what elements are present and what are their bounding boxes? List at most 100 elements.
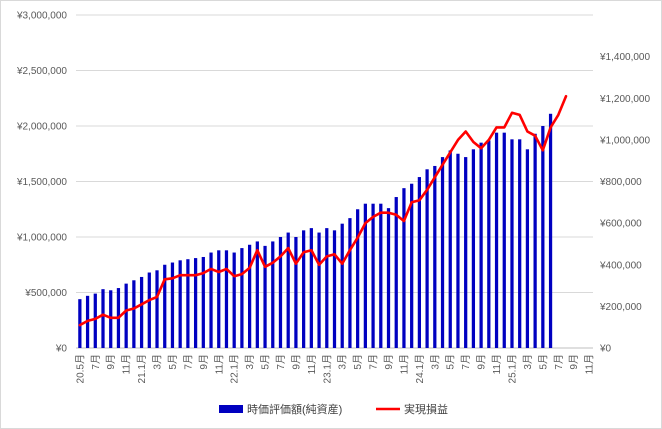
right-axis-tick-label: ¥1,400,000 <box>599 52 650 63</box>
bar-net-assets <box>510 139 514 348</box>
bar-net-assets <box>232 252 236 348</box>
x-axis-tick-label: 3月 <box>522 354 534 370</box>
bar-net-assets <box>209 252 213 348</box>
x-axis-tick-label: 24.1月 <box>414 354 426 383</box>
bar-net-assets <box>402 188 406 348</box>
x-axis-tick-label: 11月 <box>213 354 225 374</box>
right-axis-tick-label: ¥600,000 <box>599 219 642 230</box>
bar-net-assets <box>487 140 491 348</box>
x-axis-tick-label: 5月 <box>167 354 179 370</box>
x-axis-tick-label: 11月 <box>491 354 503 374</box>
bar-net-assets <box>317 232 321 348</box>
bar-net-assets <box>178 260 182 348</box>
bar-net-assets <box>255 241 259 348</box>
x-axis-tick-label: 7月 <box>90 354 102 370</box>
bar-net-assets <box>124 283 128 348</box>
x-axis-tick-label: 11月 <box>306 354 318 374</box>
bar-net-assets <box>433 165 437 348</box>
bar-net-assets <box>332 230 337 348</box>
bar-net-assets <box>464 157 468 348</box>
bar-net-assets <box>440 157 445 348</box>
x-axis-tick-label: 3月 <box>152 354 164 370</box>
x-axis-tick-label: 5月 <box>260 354 272 370</box>
bar-net-assets <box>217 250 221 348</box>
bar-net-assets <box>78 299 82 348</box>
right-axis-tick-label: ¥1,000,000 <box>599 135 650 146</box>
right-axis-tick-label: ¥800,000 <box>599 177 642 188</box>
bar-net-assets <box>201 256 205 348</box>
bar-net-assets <box>247 244 252 348</box>
bar-net-assets <box>518 139 522 348</box>
left-axis-tick-label: ¥500,000 <box>24 288 67 299</box>
x-axis-tick-label: 7月 <box>182 354 194 370</box>
bar-net-assets <box>425 169 429 348</box>
bar-net-assets <box>410 183 414 348</box>
bar-net-assets <box>371 203 375 348</box>
x-axis-tick-label: 3月 <box>244 354 256 370</box>
legend-label-net-assets: 時価評価額(純資産) <box>247 402 342 416</box>
bar-net-assets <box>356 209 360 348</box>
legend-bar-swatch <box>219 405 243 413</box>
left-axis-tick-label: ¥1,500,000 <box>16 177 67 188</box>
left-axis-tick-label: ¥2,000,000 <box>16 122 67 133</box>
bar-net-assets <box>278 237 283 348</box>
bar-net-assets <box>448 150 452 348</box>
bar-net-assets <box>101 289 105 348</box>
left-axis-tick-label: ¥0 <box>55 344 68 355</box>
x-axis-tick-label: 7月 <box>553 354 565 370</box>
x-axis-tick-label: 23.1月 <box>321 354 333 383</box>
x-axis-tick-label: 3月 <box>429 354 441 370</box>
x-axis-tick-label: 9月 <box>105 354 117 370</box>
bar-net-assets <box>394 197 398 348</box>
bar-net-assets <box>533 133 537 348</box>
x-axis-tick-label: 3月 <box>337 354 349 370</box>
right-axis-tick-label: ¥400,000 <box>599 260 642 271</box>
bar-net-assets <box>525 149 530 348</box>
bar-net-assets <box>139 276 144 348</box>
bar-net-assets <box>224 250 229 348</box>
x-axis-tick-label: 7月 <box>460 354 472 370</box>
bar-net-assets <box>186 259 190 348</box>
x-axis-tick-label: 9月 <box>290 354 302 370</box>
right-axis-tick-label: ¥0 <box>599 344 612 355</box>
bar-net-assets <box>471 149 476 348</box>
x-axis-tick-label: 9月 <box>476 354 488 370</box>
bar-net-assets <box>386 208 391 348</box>
x-axis-tick-label: 11月 <box>584 354 596 374</box>
bar-net-assets <box>379 203 383 348</box>
bar-net-assets <box>325 228 329 348</box>
right-axis-tick-label: ¥1,200,000 <box>599 94 650 105</box>
left-axis-tick-label: ¥1,000,000 <box>16 233 67 244</box>
x-axis-tick-label: 7月 <box>368 354 380 370</box>
bar-net-assets <box>340 223 344 348</box>
bar-net-assets <box>263 245 267 348</box>
right-axis-tick-label: ¥200,000 <box>599 302 642 313</box>
bar-net-assets <box>240 248 244 348</box>
left-axis-tick-label: ¥3,000,000 <box>16 11 67 22</box>
x-axis-tick-label: 5月 <box>445 354 457 370</box>
bar-net-assets <box>155 270 159 348</box>
bar-net-assets <box>363 203 367 348</box>
x-axis-tick-label: 11月 <box>398 354 410 374</box>
x-axis-tick-label: 5月 <box>352 354 364 370</box>
x-axis-tick-label: 9月 <box>198 354 210 370</box>
bar-net-assets <box>286 232 290 348</box>
bar-net-assets <box>541 126 545 348</box>
left-axis-tick-label: ¥2,500,000 <box>16 66 67 77</box>
x-axis-tick-label: 22.1月 <box>229 354 241 383</box>
bar-net-assets <box>302 230 306 348</box>
bar-net-assets <box>132 280 136 348</box>
bar-net-assets <box>109 290 113 348</box>
realized-pnl-line <box>78 94 568 327</box>
x-axis-tick-label: 21.1月 <box>136 354 148 383</box>
bar-net-assets <box>271 241 275 348</box>
bar-net-assets <box>309 228 313 348</box>
x-axis-tick-label: 20.5月 <box>74 354 86 383</box>
bar-net-assets <box>193 258 198 348</box>
bar-net-assets <box>147 272 151 348</box>
bar-net-assets <box>548 113 553 348</box>
bar-net-assets <box>502 132 506 348</box>
bar-net-assets <box>494 132 499 348</box>
bar-net-assets <box>479 142 483 348</box>
